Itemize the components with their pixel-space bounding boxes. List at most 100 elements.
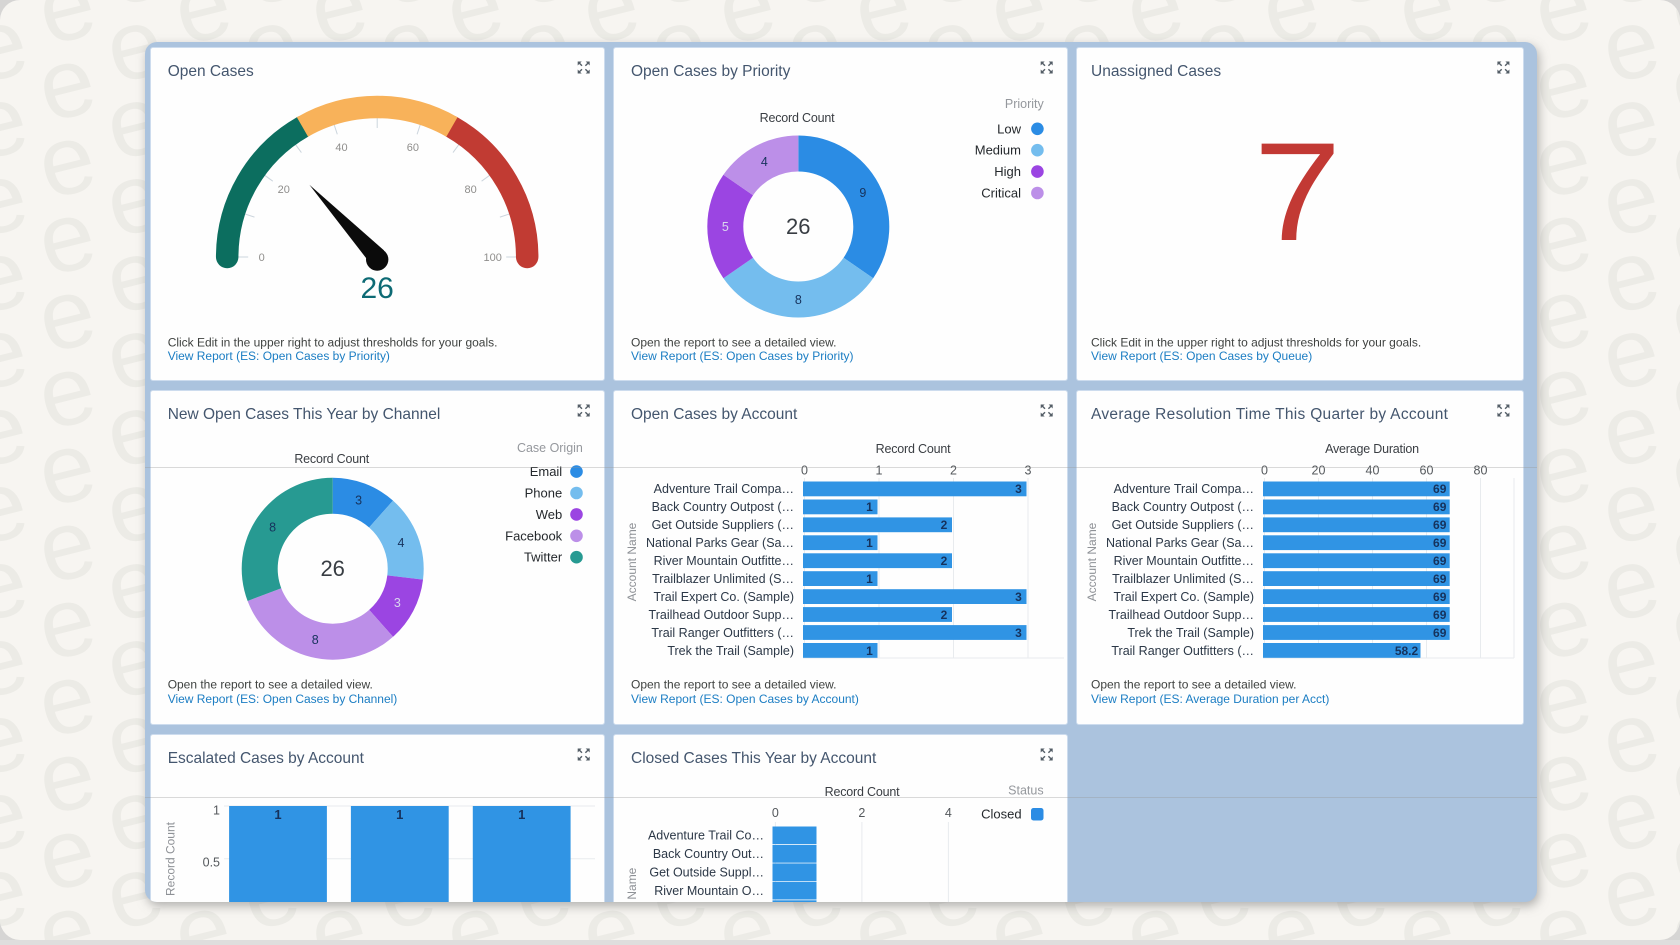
svg-text:58.2: 58.2: [1395, 644, 1419, 658]
svg-text:Back Country Outpost (…: Back Country Outpost (…: [652, 500, 794, 514]
svg-text:Adventure Trail Compa…: Adventure Trail Compa…: [654, 482, 794, 496]
svg-text:Adventure Trail Compa…: Adventure Trail Compa…: [1114, 482, 1254, 496]
svg-text:Account Name: Account Name: [1085, 522, 1099, 601]
svg-text:Trek the Trail (Sample): Trek the Trail (Sample): [667, 644, 794, 658]
svg-text:80: 80: [465, 184, 477, 196]
svg-text:1: 1: [518, 807, 525, 822]
svg-text:3: 3: [1015, 590, 1022, 604]
svg-text:8: 8: [269, 521, 276, 535]
svg-text:0: 0: [772, 806, 779, 820]
svg-text:View Report (ES: Open Cases by: View Report (ES: Open Cases by Queue): [1091, 349, 1312, 363]
svg-text:26: 26: [786, 214, 810, 239]
svg-text:Record Count: Record Count: [825, 785, 900, 799]
svg-text:0: 0: [1261, 464, 1268, 478]
svg-text:View Report (ES: Average Durat: View Report (ES: Average Duration per Ac…: [1091, 692, 1329, 706]
svg-text:View Report (ES: Open Cases by: View Report (ES: Open Cases by Priority): [631, 349, 854, 363]
svg-text:Facebook: Facebook: [505, 528, 563, 543]
svg-text:Critical: Critical: [981, 186, 1021, 201]
svg-text:Trail Expert Co. (Sample): Trail Expert Co. (Sample): [653, 590, 794, 604]
svg-text:Account Name: Account Name: [625, 522, 639, 601]
svg-text:Adventure Trail Co…: Adventure Trail Co…: [648, 829, 764, 843]
svg-text:3: 3: [394, 596, 401, 610]
svg-text:Phone: Phone: [525, 486, 563, 501]
svg-text:3: 3: [1015, 482, 1022, 496]
svg-text:Trek the Trail (Sample): Trek the Trail (Sample): [1127, 626, 1254, 640]
svg-text:1: 1: [866, 644, 873, 658]
svg-text:Record Count: Record Count: [164, 821, 178, 896]
svg-text:Record Count: Record Count: [295, 452, 370, 466]
svg-text:40: 40: [1366, 464, 1380, 478]
svg-text:3: 3: [355, 494, 362, 508]
svg-text:69: 69: [1433, 536, 1447, 550]
svg-text:Record Count: Record Count: [876, 442, 951, 456]
svg-text:Get Outside Suppliers (…: Get Outside Suppliers (…: [1112, 518, 1254, 532]
svg-text:Escalated Cases by Account: Escalated Cases by Account: [168, 750, 365, 767]
svg-text:Case Origin: Case Origin: [517, 441, 583, 455]
svg-text:Open the report to see a detai: Open the report to see a detailed view.: [631, 336, 836, 350]
svg-text:69: 69: [1433, 608, 1447, 622]
svg-text:National Parks Gear (Sa…: National Parks Gear (Sa…: [1106, 536, 1254, 550]
svg-text:Average Duration: Average Duration: [1325, 442, 1419, 456]
svg-text:Record Count: Record Count: [760, 111, 835, 125]
svg-text:1: 1: [213, 804, 220, 818]
svg-text:Trailhead Outdoor Supp…: Trailhead Outdoor Supp…: [649, 608, 794, 622]
svg-text:40: 40: [336, 142, 348, 154]
svg-text:Trail Ranger Outfitters (…: Trail Ranger Outfitters (…: [651, 626, 794, 640]
svg-text:Get Outside Suppl…: Get Outside Suppl…: [649, 866, 764, 880]
svg-text:3: 3: [1025, 464, 1032, 478]
svg-text:Trail Expert Co. (Sample): Trail Expert Co. (Sample): [1113, 590, 1254, 604]
svg-text:20: 20: [1312, 464, 1326, 478]
svg-text:0: 0: [801, 464, 808, 478]
svg-text:26: 26: [361, 272, 394, 305]
svg-text:Open the report to see a detai: Open the report to see a detailed view.: [1091, 678, 1296, 692]
svg-text:National Parks Gear (Sa…: National Parks Gear (Sa…: [646, 536, 794, 550]
svg-text:Twitter: Twitter: [524, 550, 563, 565]
svg-text:80: 80: [1474, 464, 1488, 478]
svg-text:60: 60: [1420, 464, 1434, 478]
svg-text:View Report (ES: Open Cases by: View Report (ES: Open Cases by Channel): [168, 692, 398, 706]
svg-text:Closed Cases This Year by Acco: Closed Cases This Year by Account: [631, 750, 877, 767]
svg-text:8: 8: [312, 633, 319, 647]
svg-text:New Open Cases This Year by Ch: New Open Cases This Year by Channel: [168, 406, 441, 423]
svg-text:7: 7: [1254, 113, 1342, 270]
svg-text:Unassigned Cases: Unassigned Cases: [1091, 63, 1221, 80]
svg-text:2: 2: [941, 554, 948, 568]
svg-text:2: 2: [950, 464, 957, 478]
svg-text:Open Cases: Open Cases: [168, 63, 254, 80]
svg-text:Email: Email: [530, 464, 563, 479]
svg-text:View Report (ES: Open Cases by: View Report (ES: Open Cases by Priority): [168, 349, 390, 363]
svg-text:1: 1: [876, 464, 883, 478]
svg-text:4: 4: [398, 536, 405, 550]
svg-text:Web: Web: [536, 507, 562, 522]
svg-text:3: 3: [1015, 626, 1022, 640]
svg-text:Open Cases by Priority: Open Cases by Priority: [631, 63, 791, 80]
svg-text:Trailblazer Unlimited (S…: Trailblazer Unlimited (S…: [652, 572, 794, 586]
svg-text:69: 69: [1433, 590, 1447, 604]
svg-text:Priority: Priority: [1005, 97, 1045, 111]
svg-text:2: 2: [858, 806, 865, 820]
svg-text:69: 69: [1433, 500, 1447, 514]
svg-text:Low: Low: [997, 121, 1021, 136]
svg-text:1: 1: [866, 500, 873, 514]
svg-text:1: 1: [275, 807, 282, 822]
svg-text:1: 1: [866, 536, 873, 550]
svg-text:Trail Ranger Outfitters (…: Trail Ranger Outfitters (…: [1111, 644, 1254, 658]
svg-text:2: 2: [941, 518, 948, 532]
svg-text:Closed: Closed: [981, 807, 1021, 822]
svg-text:Get Outside Suppliers (…: Get Outside Suppliers (…: [652, 518, 794, 532]
svg-text:69: 69: [1433, 554, 1447, 568]
svg-text:Back Country Outpost (…: Back Country Outpost (…: [1112, 500, 1254, 514]
svg-text:Trailhead Outdoor Supp…: Trailhead Outdoor Supp…: [1109, 608, 1254, 622]
svg-text:0.5: 0.5: [203, 856, 220, 870]
svg-text:River Mountain Outfitte…: River Mountain Outfitte…: [1114, 554, 1254, 568]
svg-text:5: 5: [722, 220, 729, 234]
svg-text:Back Country Out…: Back Country Out…: [653, 847, 764, 861]
svg-text:Click Edit in the upper right: Click Edit in the upper right to adjust …: [1091, 336, 1421, 350]
svg-text:4: 4: [761, 155, 768, 169]
svg-text:26: 26: [321, 556, 345, 581]
svg-text:2: 2: [941, 608, 948, 622]
svg-text:Medium: Medium: [975, 143, 1021, 158]
svg-text:69: 69: [1433, 482, 1447, 496]
svg-text:1: 1: [396, 807, 403, 822]
svg-text:High: High: [994, 164, 1021, 179]
